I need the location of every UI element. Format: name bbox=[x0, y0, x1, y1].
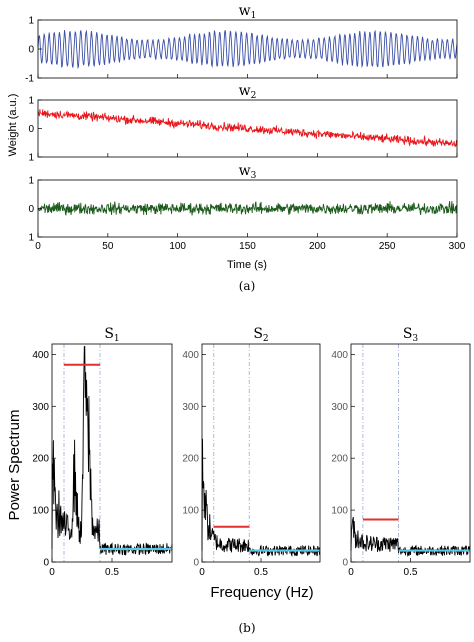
time-axis-label: Time (s) bbox=[227, 259, 267, 271]
y-tick-label: 1 bbox=[28, 96, 34, 107]
x-tick-label: 0.5 bbox=[105, 567, 119, 578]
x-tick-label: 0 bbox=[35, 241, 41, 252]
frequency-axis-label: Frequency (Hz) bbox=[210, 584, 313, 601]
x-tick-label: 300 bbox=[449, 241, 466, 252]
spectrum-axis-frame bbox=[350, 343, 471, 563]
spectrum-line bbox=[201, 438, 321, 558]
y-tick-label: 0 bbox=[28, 124, 34, 135]
spectrum-panel: Power Spectrum Frequency (Hz) (b) S1 0 100… bbox=[6, 326, 471, 635]
weight-title: w3 bbox=[239, 163, 257, 181]
x-tick-label: 0.5 bbox=[404, 567, 418, 578]
y-tick-label: 0 bbox=[193, 558, 199, 569]
weight-axis-frame bbox=[37, 99, 458, 158]
spectrum-title: S1 bbox=[104, 326, 119, 344]
y-tick-label: 100 bbox=[182, 506, 199, 517]
x-tick-label: 100 bbox=[169, 241, 186, 252]
y-tick-label: 300 bbox=[331, 402, 348, 413]
weight-axis-label: Weight (a.u.) bbox=[7, 94, 19, 157]
y-tick-label: 200 bbox=[331, 454, 348, 465]
x-tick-label: 200 bbox=[309, 241, 326, 252]
spectrum-line bbox=[51, 346, 173, 556]
spectrum-title: S2 bbox=[253, 326, 268, 344]
spectrum-axis-frame bbox=[51, 343, 173, 563]
y-tick-label: 200 bbox=[32, 454, 49, 465]
x-tick-label: 250 bbox=[379, 241, 396, 252]
y-tick-label: -1 bbox=[25, 74, 34, 85]
y-tick-label: 300 bbox=[32, 402, 49, 413]
weight-series-line bbox=[37, 29, 458, 70]
x-tick-label: 0 bbox=[348, 567, 354, 578]
figure-label-b: (b) bbox=[238, 621, 255, 635]
x-tick-label: 0 bbox=[199, 567, 205, 578]
figure-label-a: (a) bbox=[239, 279, 256, 293]
y-tick-label: 1 bbox=[28, 176, 34, 187]
spectrum-line bbox=[350, 516, 471, 558]
y-tick-label: 0 bbox=[342, 558, 348, 569]
x-tick-label: 50 bbox=[102, 241, 114, 252]
spectrum-subplot-3: S3 0 100 200 300 400 0 0.5 bbox=[331, 326, 471, 578]
spectrum-subplot-1: S1 0 100 200 300 400 0 0.5 bbox=[32, 326, 173, 578]
weight-series-line bbox=[37, 109, 458, 148]
time-series-panel: Weight (a.u.) Time (s) (a) w110-1w2101w3… bbox=[7, 3, 466, 293]
y-tick-label: 0 bbox=[28, 204, 34, 215]
y-tick-label: 1 bbox=[28, 153, 34, 164]
y-tick-label: 1 bbox=[28, 16, 34, 27]
weight-title: w1 bbox=[239, 3, 257, 21]
spectrum-subplot-2: S2 0 100 200 300 400 0 0.5 bbox=[182, 326, 321, 578]
weight-series-line bbox=[37, 200, 457, 216]
y-tick-label: 400 bbox=[331, 350, 348, 361]
y-tick-label: 0 bbox=[28, 45, 34, 56]
spectrum-axis-frame bbox=[201, 343, 321, 563]
power-spectrum-axis-label: Power Spectrum bbox=[6, 410, 23, 521]
x-tick-label: 0 bbox=[49, 567, 55, 578]
x-tick-label: 0.5 bbox=[254, 567, 268, 578]
spectrum-title: S3 bbox=[403, 326, 419, 344]
y-tick-label: 400 bbox=[32, 350, 49, 361]
x-tick-label: 150 bbox=[239, 241, 256, 252]
y-tick-label: 0 bbox=[43, 558, 49, 569]
y-tick-label: 200 bbox=[182, 454, 199, 465]
y-tick-label: 100 bbox=[32, 506, 49, 517]
weight-subplot-1: w1 1 0 -1 bbox=[25, 3, 458, 85]
weight-subplot-2: w2 1 0 1 bbox=[28, 83, 458, 164]
y-tick-label: 400 bbox=[182, 350, 199, 361]
y-tick-label: 1 bbox=[28, 233, 34, 244]
y-tick-label: 300 bbox=[182, 402, 199, 413]
y-tick-label: 100 bbox=[331, 506, 348, 517]
weight-title: w2 bbox=[239, 83, 257, 101]
